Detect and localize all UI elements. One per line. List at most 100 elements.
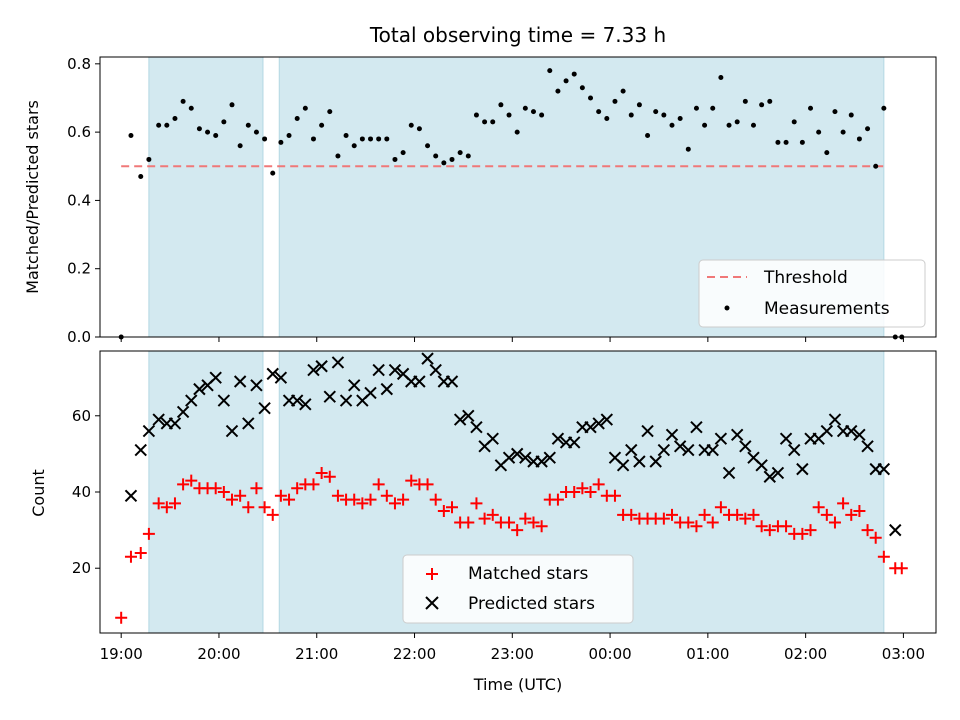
predicted-star-point (625, 443, 638, 457)
shaded-interval (148, 351, 263, 633)
measurement-point (588, 95, 594, 101)
measurement-point (172, 115, 178, 121)
measurement-point (759, 102, 765, 108)
matched-star-point (323, 470, 336, 483)
predicted-star-point (755, 459, 768, 472)
measurement-point (563, 78, 569, 84)
predicted-star-point (299, 398, 312, 411)
predicted-star-point (323, 390, 336, 403)
measurement-point (808, 105, 814, 111)
measurement-point (343, 133, 349, 139)
measurement-point (547, 68, 553, 74)
measurement-point (685, 146, 691, 152)
measurement-point (128, 133, 134, 139)
predicted-star-point (124, 489, 138, 503)
matched-star-point (421, 478, 434, 491)
measurement-point (693, 105, 699, 111)
measurement-point (351, 143, 357, 149)
matched-star-point (804, 524, 817, 537)
axes-frame (99, 350, 937, 634)
matched-star-point (698, 508, 711, 521)
legend-measurement-swatch (724, 305, 730, 311)
predicted-star-point (682, 443, 695, 457)
matched-star-point (142, 527, 155, 540)
measurement-point (775, 139, 781, 145)
measurement-point (579, 85, 585, 91)
legend-box (402, 554, 634, 624)
matched-star-point (380, 489, 393, 502)
predicted-star-point (510, 447, 524, 461)
matched-star-point (796, 527, 809, 540)
matched-star-point (584, 486, 597, 498)
measurement-point (498, 102, 504, 108)
predicted-star-point (739, 440, 752, 453)
x-tick-label: 01:00 (686, 645, 729, 663)
predicted-star-point (657, 443, 671, 457)
matched-star-point (405, 474, 418, 487)
predicted-star-point (413, 375, 426, 388)
predicted-star-point (421, 352, 434, 365)
measurement-point (628, 112, 634, 118)
matched-star-point (372, 478, 385, 491)
measurement-point (571, 71, 577, 77)
predicted-star-point (470, 421, 483, 434)
matched-star-point (714, 501, 727, 514)
predicted-star-point (225, 424, 239, 438)
top-y-axis-label: Matched/Predicted stars (23, 100, 42, 294)
measurement-point (767, 98, 773, 104)
predicted-star-point (266, 367, 279, 381)
measurement-point (146, 156, 152, 162)
predicted-star-point (796, 462, 809, 476)
measurement-point (262, 136, 268, 142)
predicted-star-point (828, 413, 842, 426)
predicted-star-point (315, 360, 328, 373)
measurement-point (327, 109, 333, 115)
matched-star-point (331, 489, 344, 502)
predicted-star-point (364, 386, 377, 400)
matched-star-point (861, 524, 874, 537)
matched-star-point (283, 493, 296, 506)
measurement-point (302, 105, 308, 111)
matched-star-point (853, 505, 866, 518)
matched-star-point (185, 474, 198, 487)
predicted-star-point (233, 375, 247, 388)
predicted-star-point (462, 409, 475, 422)
measurement-point (473, 112, 479, 118)
matched-star-point (115, 611, 128, 624)
matched-star-point (511, 524, 524, 537)
x-tick-label: 02:00 (784, 645, 827, 663)
measurement-point (368, 136, 374, 142)
measurement-point (433, 153, 439, 159)
predicted-star-point (519, 451, 532, 464)
matched-star-point (568, 486, 581, 498)
predicted-star-point (176, 405, 190, 419)
bottom-y-axis-label: Count (29, 469, 48, 517)
measurement-point (270, 170, 276, 176)
measurement-point (156, 122, 162, 128)
matched-star-point (437, 505, 450, 518)
measurement-point (596, 109, 602, 115)
legend-threshold-label: Threshold (763, 268, 848, 288)
measurement-point (555, 88, 561, 94)
matched-star-point (869, 531, 882, 544)
matched-star-point (731, 508, 744, 521)
shaded-interval (148, 57, 263, 337)
measurement-point (783, 139, 789, 145)
measurement-point (816, 129, 822, 135)
matched-star-point (168, 497, 181, 510)
predicted-star-point (690, 421, 703, 434)
matched-star-point (690, 520, 703, 533)
y-tick-label: 20 (72, 559, 91, 577)
predicted-star-point (445, 375, 459, 388)
measurement-point (791, 119, 797, 125)
ratio-panel: 0.0 0.2 0.4 0.6 0.8 Threshold Measurements (67, 55, 937, 346)
axes-frame (99, 56, 937, 338)
matched-star-point (877, 550, 890, 563)
measurement-point (522, 105, 528, 111)
predicted-star-point (706, 443, 719, 457)
predicted-star-point (331, 356, 345, 369)
predicted-star-point (134, 443, 147, 457)
predicted-star-point (307, 363, 320, 377)
measurement-point (213, 133, 219, 139)
x-tick-label: 21:00 (295, 645, 338, 663)
